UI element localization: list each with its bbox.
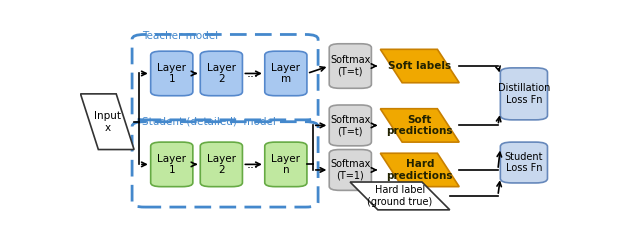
Text: Layer
n: Layer n xyxy=(271,154,300,175)
FancyBboxPatch shape xyxy=(500,142,547,183)
Text: Softmax
(T=t): Softmax (T=t) xyxy=(330,115,371,136)
Text: Hard
predictions: Hard predictions xyxy=(387,159,453,181)
Text: Layer
m: Layer m xyxy=(271,63,300,84)
FancyBboxPatch shape xyxy=(329,44,371,88)
FancyBboxPatch shape xyxy=(265,142,307,187)
Text: Input
x: Input x xyxy=(94,111,121,133)
FancyBboxPatch shape xyxy=(150,51,193,96)
Text: Softmax
(T=1): Softmax (T=1) xyxy=(330,159,371,181)
Text: Soft labels: Soft labels xyxy=(388,61,451,71)
Text: Layer
2: Layer 2 xyxy=(207,63,236,84)
Text: Student (detailed)  model: Student (detailed) model xyxy=(142,116,276,126)
Text: Teacher model: Teacher model xyxy=(142,31,218,41)
Text: Layer
1: Layer 1 xyxy=(157,154,186,175)
Polygon shape xyxy=(380,153,459,187)
Polygon shape xyxy=(350,182,450,210)
FancyBboxPatch shape xyxy=(200,142,243,187)
FancyBboxPatch shape xyxy=(500,68,547,120)
Text: ...: ... xyxy=(246,67,259,80)
Text: Softmax
(T=t): Softmax (T=t) xyxy=(330,55,371,77)
Polygon shape xyxy=(380,109,459,142)
Text: ...: ... xyxy=(246,158,259,171)
Text: Layer
1: Layer 1 xyxy=(157,63,186,84)
FancyBboxPatch shape xyxy=(200,51,243,96)
FancyBboxPatch shape xyxy=(329,149,371,190)
Text: Student
Loss Fn: Student Loss Fn xyxy=(505,152,543,173)
Polygon shape xyxy=(81,94,134,149)
Text: Hard label
(ground true): Hard label (ground true) xyxy=(367,185,433,207)
FancyBboxPatch shape xyxy=(150,142,193,187)
FancyBboxPatch shape xyxy=(329,105,371,146)
Text: Distillation
Loss Fn: Distillation Loss Fn xyxy=(498,83,550,105)
FancyBboxPatch shape xyxy=(265,51,307,96)
Polygon shape xyxy=(380,49,459,83)
Text: Soft
predictions: Soft predictions xyxy=(387,115,453,136)
Text: Layer
2: Layer 2 xyxy=(207,154,236,175)
